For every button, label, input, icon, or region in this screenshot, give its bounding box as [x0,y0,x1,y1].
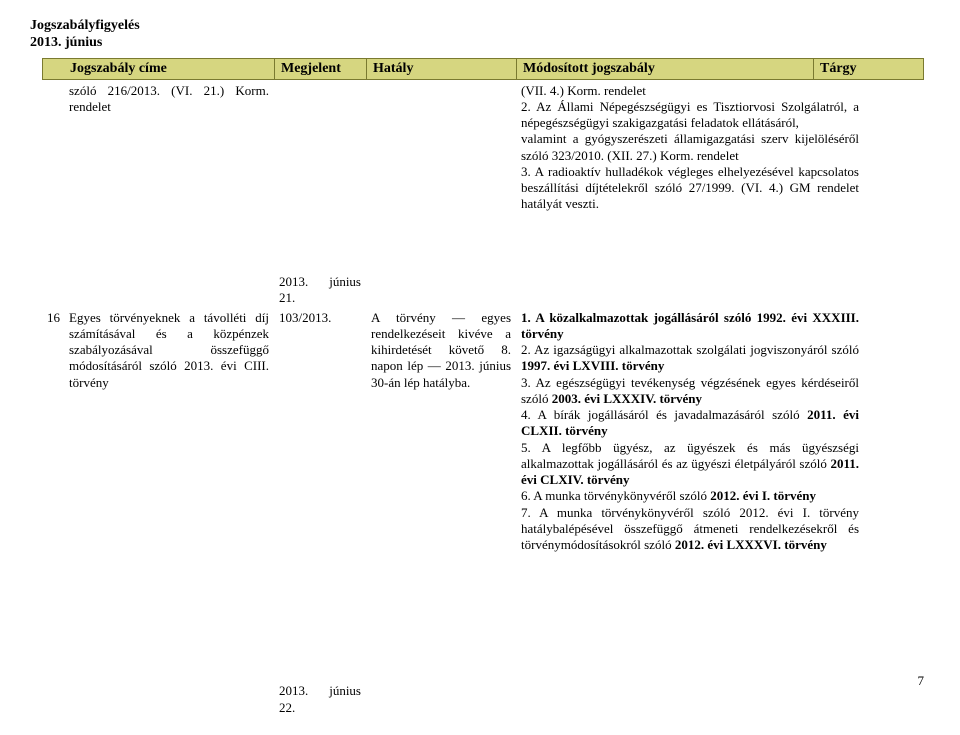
cell-subject [864,82,924,309]
header-col-published: Megjelent [274,59,366,79]
page-number: 7 [918,673,925,689]
cell-effect: A törvény — egyes rendelkezéseit kivéve … [366,309,516,392]
cell-subject [864,309,924,311]
cell-published: 2013. június 21. [274,82,366,309]
cell-effect [366,82,516,309]
table-body: 16 szóló 216/2013. (VI. 21.) Korm. rende… [42,82,924,717]
cell-published-text: 2013. június 21. [279,274,361,307]
header-col-effect: Hatály [366,59,516,79]
cell-modified: (VII. 4.) Korm. rendelet 2. Az Állami Né… [516,82,864,309]
header-col-modified: Módosított jogszabály [516,59,813,79]
cell-title: Egyes törvényeknek a távolléti díj számí… [64,309,274,392]
col-subject [864,82,924,717]
doc-title-line2: 2013. június [30,35,102,50]
doc-title-line1: Jogszabályfigyelés [30,18,140,33]
header-col-subject: Tárgy [813,59,923,79]
header-col-title: Jogszabály címe [64,59,274,79]
header-lead-cell [42,58,64,80]
cell-title: szóló 216/2013. (VI. 21.) Korm. rendelet [64,82,274,309]
col-modified: (VII. 4.) Korm. rendelet 2. Az Állami Né… [516,82,864,717]
row-index: 16 [42,309,64,327]
col-published: 2013. június 21. 103/2013. 2013. június … [274,82,366,717]
cell-published: 103/2013. 2013. június 22. [274,309,366,717]
col-index: 16 [42,82,64,717]
col-effect: A törvény — egyes rendelkezéseit kivéve … [366,82,516,717]
table-header: Jogszabály címe Megjelent Hatály Módosít… [42,58,924,80]
doc-title: Jogszabályfigyelés 2013. június [30,18,924,52]
col-title: szóló 216/2013. (VI. 21.) Korm. rendelet… [64,82,274,717]
row-index [42,82,64,309]
cell-modified: 1. A közalkalmazottak jogállásáról szóló… [516,309,864,555]
